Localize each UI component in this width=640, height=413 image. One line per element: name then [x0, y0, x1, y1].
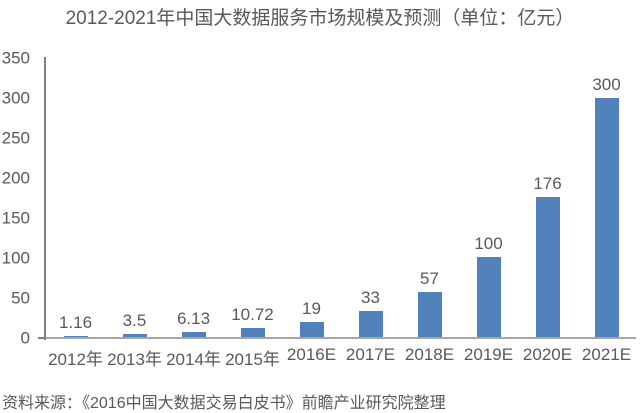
bar [594, 97, 619, 337]
bar [181, 332, 206, 337]
bar-value-label: 100 [474, 234, 503, 254]
x-axis-label: 2020E [522, 345, 573, 364]
chart-title: 2012-2021年中国大数据服务市场规模及预测（单位：亿元） [65, 8, 575, 29]
bar [240, 328, 265, 337]
bar-value-label: 3.5 [122, 311, 147, 331]
y-tick-label: 300 [1, 88, 30, 108]
bar-group-2013: 3.5 [105, 58, 164, 337]
y-tick-label: 150 [1, 208, 30, 228]
x-axis-label: 2012年 [48, 350, 103, 369]
bar [299, 321, 324, 337]
bar-value-label: 176 [533, 173, 562, 193]
y-axis-tick-labels: 0 50 100 150 200 250 300 350 [0, 50, 40, 347]
y-tick-label: 50 [11, 288, 30, 308]
x-axis-label: 2017E [345, 345, 396, 364]
bar-value-label: 1.16 [58, 313, 93, 332]
source-note: 资料来源：《2016中国大数据交易白皮书》前瞻产业研究院整理 [2, 395, 446, 412]
bar [417, 291, 442, 337]
bar-group-2020e: 176 [518, 58, 577, 337]
x-axis-label: 2016E [286, 345, 337, 364]
bar-value-label: 19 [302, 298, 321, 318]
y-axis-line [44, 57, 46, 340]
bar-group-2012: 1.16 [46, 58, 105, 337]
bar-value-label: 33 [361, 287, 380, 307]
bar-group-2017e: 33 [341, 58, 400, 337]
x-axis-label: 2018E [404, 345, 455, 364]
bar-group-2014: 6.13 [164, 58, 223, 337]
bar-group-2019e: 100 [459, 58, 518, 337]
bar-value-label: 6.13 [176, 309, 211, 329]
bar-value-label: 300 [592, 74, 621, 94]
y-tick-label: 0 [20, 328, 30, 348]
bar-group-2021e: 300 [577, 58, 636, 337]
x-axis-label: 2015年 [225, 350, 280, 369]
y-tick-label: 250 [1, 128, 30, 148]
x-axis-label: 2013年 [107, 350, 162, 369]
bar-value-label: 57 [420, 268, 439, 288]
y-tick-label: 350 [1, 48, 30, 68]
bar [358, 310, 383, 337]
y-tick-label: 200 [1, 168, 30, 188]
x-axis-tick-labels: 2012年 2013年 2014年 2015年 2016E 2017E 2018… [46, 345, 636, 370]
x-axis-label: 2014年 [166, 350, 221, 369]
bar [535, 196, 560, 337]
bar [63, 336, 88, 337]
bar-group-2016e: 19 [282, 58, 341, 337]
plot-area: 1.16 3.5 6.13 10.72 19 33 57 100 [46, 58, 636, 337]
origin-tick-mark [38, 337, 44, 339]
bar-value-label: 10.72 [231, 305, 274, 325]
bar [476, 257, 501, 337]
bar-group-2015: 10.72 [223, 58, 282, 337]
x-axis-label: 2021E [581, 345, 632, 364]
y-tick-label: 100 [1, 248, 30, 268]
bar-group-2018e: 57 [400, 58, 459, 337]
bar [122, 334, 147, 337]
x-axis-line [46, 337, 636, 339]
x-axis-label: 2019E [463, 345, 514, 364]
